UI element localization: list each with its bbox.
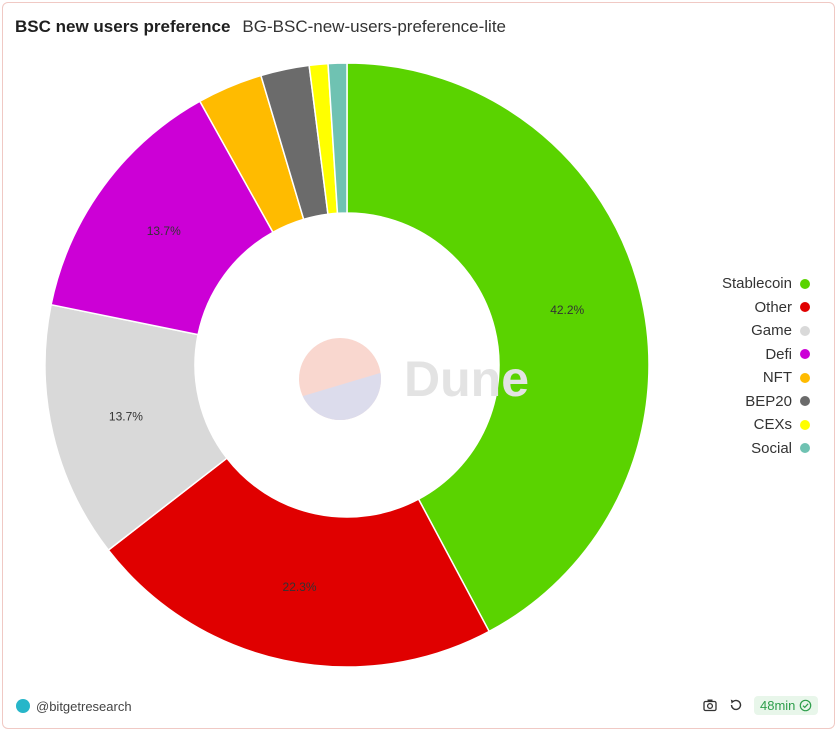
- slice-game[interactable]: [44, 303, 228, 552]
- query-name[interactable]: BG-BSC-new-users-preference-lite: [242, 17, 507, 36]
- refresh-age-badge[interactable]: 48min: [754, 695, 819, 715]
- legend-item-cexs[interactable]: CEXs: [680, 413, 810, 437]
- legend-label: Defi: [765, 345, 792, 363]
- legend-swatch: [800, 349, 810, 360]
- check-circle-icon: [800, 699, 812, 711]
- legend-swatch: [800, 302, 810, 313]
- slices-group: [44, 62, 650, 668]
- legend-swatch: [800, 443, 810, 454]
- slice-social[interactable]: [327, 62, 348, 215]
- legend-item-game[interactable]: Game: [680, 319, 810, 343]
- chart-header: BSC new users preference BG-BSC-new-user…: [15, 17, 506, 41]
- legend-label: NFT: [762, 369, 792, 387]
- author-avatar: [16, 699, 30, 713]
- chart-legend: Stablecoin Other Game Defi NFT BEP20 CEXs Socia…: [680, 272, 810, 460]
- legend-item-stablecoin[interactable]: Stablecoin: [680, 272, 810, 296]
- legend-label: CEXs: [753, 416, 792, 434]
- data-label-stablecoin: 42.2%: [550, 303, 584, 317]
- slice-stablecoin[interactable]: [346, 62, 650, 633]
- legend-item-nft[interactable]: NFT: [680, 366, 810, 390]
- footer-actions: 48min: [702, 695, 819, 715]
- legend-item-other[interactable]: Other: [680, 296, 810, 320]
- slice-other[interactable]: [107, 457, 491, 668]
- legend-swatch: [800, 325, 810, 336]
- legend-label: BEP20: [745, 392, 792, 410]
- camera-icon[interactable]: [702, 697, 718, 713]
- refresh-icon[interactable]: [728, 697, 744, 713]
- slice-defi[interactable]: [50, 100, 274, 336]
- refresh-age: 48min: [760, 697, 796, 713]
- data-labels-group: 42.2% 22.3% 13.7% 13.7%: [109, 224, 585, 594]
- legend-swatch: [800, 396, 810, 407]
- data-label-other: 22.3%: [283, 580, 317, 594]
- legend-item-social[interactable]: Social: [680, 437, 810, 461]
- dune-watermark-text: Dune: [404, 351, 529, 407]
- legend-item-defi[interactable]: Defi: [680, 343, 810, 367]
- legend-item-bep20[interactable]: BEP20: [680, 390, 810, 414]
- legend-label: Stablecoin: [721, 275, 792, 293]
- legend-swatch: [800, 372, 810, 383]
- data-label-defi: 13.7%: [147, 224, 181, 238]
- data-label-game: 13.7%: [109, 410, 143, 424]
- legend-label: Game: [751, 322, 792, 340]
- legend-swatch: [800, 278, 810, 289]
- legend-label: Other: [754, 298, 792, 316]
- author-link[interactable]: @bitgetresearch: [16, 697, 132, 715]
- chart-title: BSC new users preference: [15, 17, 231, 36]
- author-name: @bitgetresearch: [36, 698, 132, 714]
- legend-swatch: [800, 419, 810, 430]
- legend-label: Social: [751, 439, 792, 457]
